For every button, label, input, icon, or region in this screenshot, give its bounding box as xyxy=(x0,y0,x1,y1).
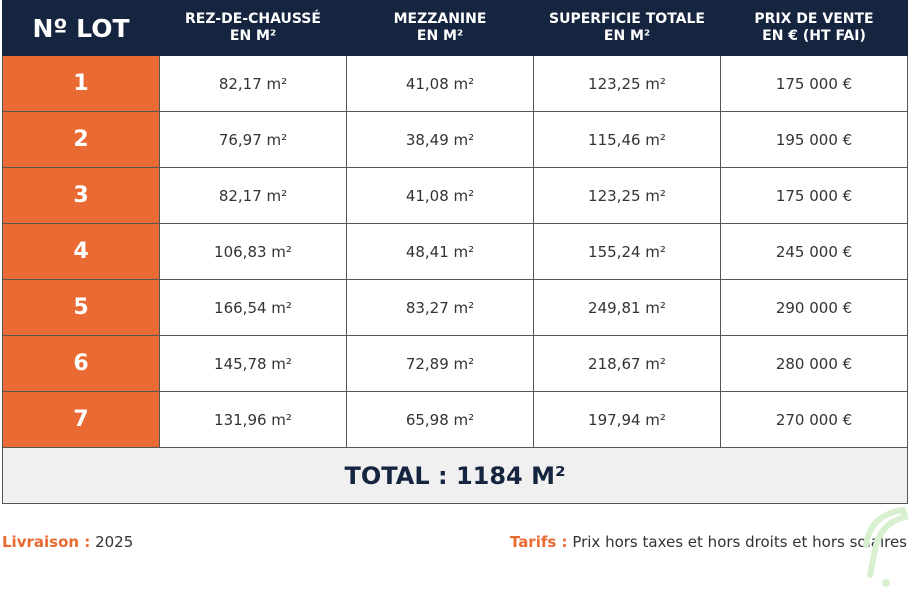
table-cell: 82,17 m² xyxy=(159,55,347,112)
table-cell: 166,54 m² xyxy=(159,279,347,336)
header-row: Nº LOT REZ-DE-CHAUSSÉ EN M² MEZZANINE EN M² S… xyxy=(2,0,908,56)
column-header: SUPERFICIE TOTALE EN M² xyxy=(533,0,721,56)
table-cell: 197,94 m² xyxy=(533,391,721,448)
table-cell: 48,41 m² xyxy=(346,223,534,280)
table-row: 2 76,97 m² 38,49 m² 115,46 m² 195 000 € xyxy=(2,111,908,168)
column-header: MEZZANINE EN M² xyxy=(346,0,534,56)
header-text: Nº LOT xyxy=(32,13,130,43)
table-row: 6 145,78 m² 72,89 m² 218,67 m² 280 000 € xyxy=(2,335,908,392)
watermark-logo-icon xyxy=(863,506,908,587)
table-row: 4 106,83 m² 48,41 m² 155,24 m² 245 000 € xyxy=(2,223,908,280)
lot-number: 2 xyxy=(2,111,160,168)
table-cell: 270 000 € xyxy=(720,391,908,448)
header-text: EN M² xyxy=(603,28,651,44)
table-cell: 218,67 m² xyxy=(533,335,721,392)
table-cell: 83,27 m² xyxy=(346,279,534,336)
pricing-info: Tarifs : Prix hors taxes et hors droits … xyxy=(510,533,907,551)
table-cell: 290 000 € xyxy=(720,279,908,336)
lot-number: 6 xyxy=(2,335,160,392)
delivery-value: 2025 xyxy=(95,533,134,551)
table-cell: 106,83 m² xyxy=(159,223,347,280)
table-cell: 249,81 m² xyxy=(533,279,721,336)
table-cell: 123,25 m² xyxy=(533,167,721,224)
table-cell: 131,96 m² xyxy=(159,391,347,448)
header-text: EN € (HT FAI) xyxy=(762,28,866,44)
header-text: PRIX DE VENTE xyxy=(754,11,874,27)
pricing-value: Prix hors taxes et hors droits et hors s… xyxy=(572,533,907,551)
total-value: TOTAL : 1184 M² xyxy=(2,447,908,504)
table-cell: 155,24 m² xyxy=(533,223,721,280)
pricing-label: Tarifs : xyxy=(509,533,568,551)
header-text: MEZZANINE xyxy=(393,11,487,27)
table-cell: 76,97 m² xyxy=(159,111,347,168)
table-cell: 65,98 m² xyxy=(346,391,534,448)
table-cell: 280 000 € xyxy=(720,335,908,392)
delivery-info: Livraison : 2025 xyxy=(2,533,133,551)
lot-number: 5 xyxy=(2,279,160,336)
table-row: 5 166,54 m² 83,27 m² 249,81 m² 290 000 € xyxy=(2,279,908,336)
lot-number: 3 xyxy=(2,167,160,224)
table-row: 1 82,17 m² 41,08 m² 123,25 m² 175 000 € xyxy=(2,55,908,112)
header-text: REZ-DE-CHAUSSÉ xyxy=(185,11,321,27)
table-cell: 175 000 € xyxy=(720,167,908,224)
table-row: 7 131,96 m² 65,98 m² 197,94 m² 270 000 € xyxy=(2,391,908,448)
delivery-label: Livraison : xyxy=(2,533,91,551)
lot-number: 1 xyxy=(2,55,160,112)
table-cell: 82,17 m² xyxy=(159,167,347,224)
table-cell: 72,89 m² xyxy=(346,335,534,392)
total-row: TOTAL : 1184 M² xyxy=(2,447,908,504)
table-cell: 175 000 € xyxy=(720,55,908,112)
column-header: REZ-DE-CHAUSSÉ EN M² xyxy=(159,0,347,56)
table-cell: 41,08 m² xyxy=(346,55,534,112)
header-text: EN M² xyxy=(416,28,464,44)
table-cell: 245 000 € xyxy=(720,223,908,280)
header-text: SUPERFICIE TOTALE xyxy=(549,11,705,27)
table-cell: 41,08 m² xyxy=(346,167,534,224)
lot-number: 4 xyxy=(2,223,160,280)
table-cell: 195 000 € xyxy=(720,111,908,168)
column-header: PRIX DE VENTE EN € (HT FAI) xyxy=(720,0,908,56)
table-cell: 115,46 m² xyxy=(533,111,721,168)
lots-table: Nº LOT REZ-DE-CHAUSSÉ EN M² MEZZANINE EN M² S… xyxy=(2,0,908,504)
table-cell: 38,49 m² xyxy=(346,111,534,168)
lot-number: 7 xyxy=(2,391,160,448)
table-cell: 123,25 m² xyxy=(533,55,721,112)
header-text: EN M² xyxy=(229,28,277,44)
table-cell: 145,78 m² xyxy=(159,335,347,392)
column-header: Nº LOT xyxy=(2,0,160,56)
table-row: 3 82,17 m² 41,08 m² 123,25 m² 175 000 € xyxy=(2,167,908,224)
